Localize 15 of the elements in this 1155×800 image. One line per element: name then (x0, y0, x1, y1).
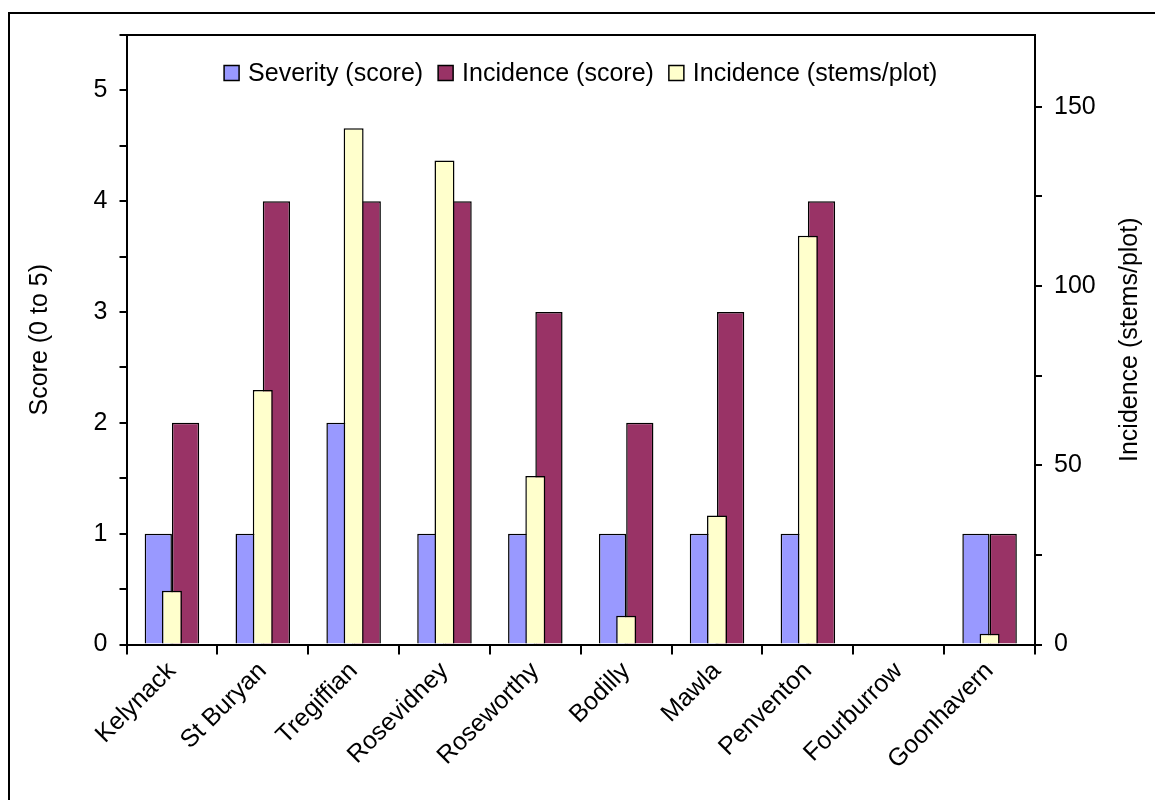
legend-label: Incidence (stems/plot) (692, 57, 938, 86)
y2-tick-label: 50 (1054, 449, 1082, 478)
legend-label: Incidence (score) (462, 57, 654, 86)
y2-tick-label: 0 (1054, 628, 1068, 657)
y2-tick-label: 150 (1054, 90, 1096, 119)
y-tick-label: 0 (93, 628, 108, 657)
y-tick-label: 3 (93, 295, 108, 324)
y-tick-label: 4 (93, 185, 108, 214)
y-tick-label: 2 (93, 406, 108, 435)
y2-tick-label: 100 (1054, 269, 1096, 298)
y-tick-label: 5 (93, 74, 108, 103)
y-axis-title: Score (0 to 5) (24, 264, 53, 416)
y2-axis-title: Incidence (stems/plot) (1113, 217, 1142, 463)
legend-label: Severity (score) (248, 57, 424, 86)
y-tick-label: 1 (93, 517, 108, 546)
